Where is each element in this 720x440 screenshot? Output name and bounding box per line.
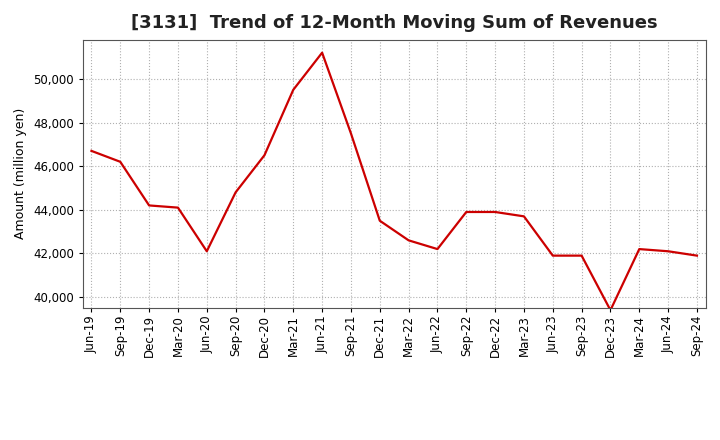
Title: [3131]  Trend of 12-Month Moving Sum of Revenues: [3131] Trend of 12-Month Moving Sum of R…	[131, 15, 657, 33]
Y-axis label: Amount (million yen): Amount (million yen)	[14, 108, 27, 239]
